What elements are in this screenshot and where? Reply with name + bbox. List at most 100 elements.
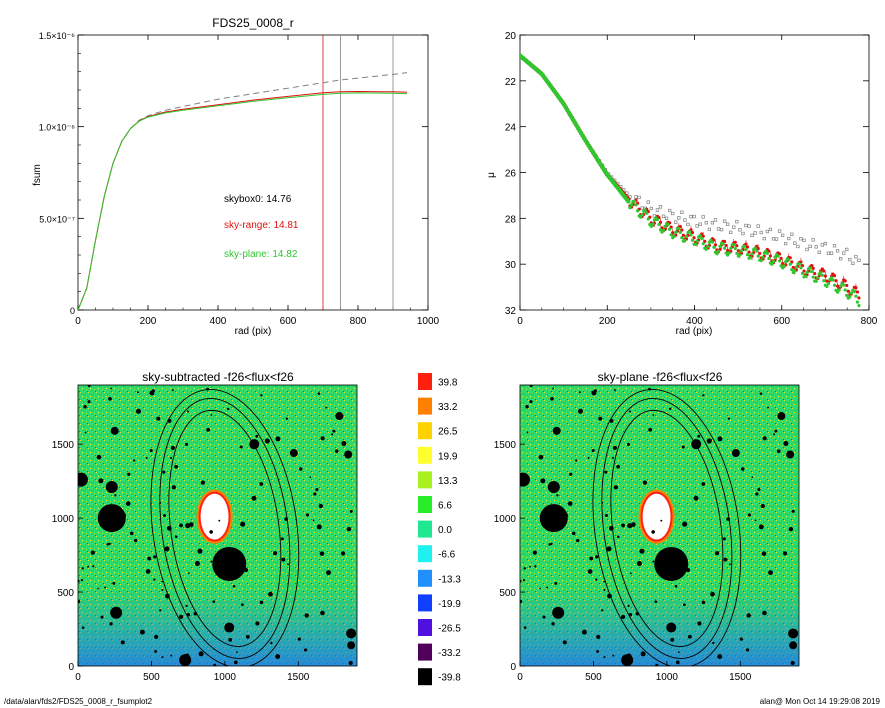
img1-faint-star <box>164 546 170 552</box>
img2-faint-star <box>747 513 751 517</box>
img1-faint-star <box>122 513 127 518</box>
img1-faint-star <box>234 557 238 561</box>
img1-faint-star <box>87 400 91 404</box>
plot2-point-skybox0 <box>817 250 821 254</box>
plot2-point-sky-plane <box>669 233 673 237</box>
plot2-point-sky-plane <box>666 222 670 227</box>
plot2-point-sky-range <box>823 274 827 278</box>
plot2-point-skybox0 <box>732 225 736 229</box>
plot2-point-skybox0 <box>829 251 834 255</box>
img2-faint-star <box>640 651 646 657</box>
plot2-point-sky-plane <box>716 249 721 253</box>
plot2-point-sky-plane <box>857 304 861 308</box>
img2-faint-star <box>715 551 720 556</box>
img2-faint-star <box>523 626 527 629</box>
img1-bright-star <box>347 641 356 650</box>
img2-faint-star <box>729 563 731 566</box>
plot2-point-sky-range <box>703 239 707 243</box>
img1-bright-star <box>224 622 235 633</box>
img2-faint-star <box>693 495 699 501</box>
img1-faint-star <box>313 492 317 496</box>
img2-faint-star <box>723 557 728 562</box>
plot2-point-sky-plane <box>706 244 710 249</box>
img2-faint-star <box>628 612 633 617</box>
plot2-point-sky-plane <box>646 217 650 221</box>
img2-bright-star <box>788 628 799 639</box>
plot2-point-sky-plane <box>849 291 853 295</box>
img2-faint-star <box>761 551 767 556</box>
img1-blue-region <box>78 585 357 666</box>
plot2-point-skybox0 <box>695 224 699 228</box>
plot2-point-sky-plane <box>732 243 736 247</box>
img1-faint-star <box>151 389 155 393</box>
img2-faint-star <box>538 454 544 460</box>
img2-faint-star <box>587 456 590 459</box>
plot2-point-sky-plane <box>744 247 748 252</box>
plot2-point-sky-range <box>846 289 850 293</box>
plot2-point-skybox0 <box>780 233 785 237</box>
plot2-point-sky-range <box>724 243 728 248</box>
img1-faint-star <box>281 557 286 562</box>
img2-bright-star <box>654 546 689 581</box>
img2-galaxy-core <box>642 493 671 540</box>
plot2-point-sky-range <box>854 286 858 290</box>
plot2-point-sky-plane <box>745 253 750 257</box>
img2-faint-star <box>655 663 659 666</box>
plot2-point-sky-range <box>692 236 696 240</box>
colorbar-label: 13.3 <box>438 476 458 487</box>
colorbar-label: 26.5 <box>438 427 458 438</box>
img1-faint-star <box>87 565 90 568</box>
plot2-point-skybox0 <box>842 251 846 255</box>
img1-xtick-label: 0 <box>75 672 81 683</box>
plot2-point-sky-plane <box>799 266 803 270</box>
img1-bright-star <box>105 481 118 494</box>
plot2-ylabel: μ <box>486 172 497 178</box>
plot2-point-sky-range <box>800 264 805 268</box>
img2-faint-star <box>562 640 567 645</box>
plot2-point-sky-plane <box>657 222 661 227</box>
plot2-point-skybox0 <box>667 208 672 213</box>
plot2-point-sky-plane <box>672 234 676 238</box>
plot2-point-skybox0 <box>756 224 760 228</box>
plot2-point-sky-range <box>747 250 751 254</box>
plot2-point-skybox0 <box>729 230 733 234</box>
plot2-point-skybox0 <box>808 244 812 249</box>
img1-faint-star <box>120 640 125 645</box>
img2-faint-star <box>683 603 686 607</box>
colorbar-swatch <box>418 569 432 587</box>
plot2-point-sky-plane <box>819 270 823 275</box>
img1-faint-star <box>341 551 346 556</box>
img2-faint-star <box>651 530 655 534</box>
colorbar-swatch <box>418 594 432 612</box>
img1-faint-star <box>299 467 303 471</box>
plot2-point-sky-plane <box>811 275 815 279</box>
img1-faint-star <box>233 660 238 665</box>
plot2-point-sky-plane <box>831 278 835 282</box>
img2-bright-star <box>547 481 560 494</box>
plot2-point-sky-plane <box>759 258 763 263</box>
plot2-point-sky-plane <box>808 266 812 270</box>
img2-ytick-label: 500 <box>499 588 516 599</box>
sky-subtracted-image-panel: sky-subtracted -f26<flux<f26 00 500 500 100… <box>52 370 358 683</box>
img1-faint-star <box>139 629 145 635</box>
plot2-point-sky-plane <box>632 199 637 203</box>
img1-ytick-label: 500 <box>57 588 74 599</box>
plot2-point-sky-plane <box>793 269 797 273</box>
plot2-point-sky-plane <box>794 265 798 269</box>
img1-faint-star <box>346 526 352 532</box>
surface-brightness-plot: 0 200 400 600 800 20 22 24 26 28 30 32 rad (pix) μ <box>486 31 878 337</box>
plot2-point-skybox0 <box>713 218 718 222</box>
plot2-point-sky-range <box>791 265 795 270</box>
plot2-point-sky-plane <box>842 283 846 287</box>
img1-faint-star <box>179 523 183 528</box>
img2-faint-star <box>529 400 533 404</box>
img1-faint-star <box>87 385 91 388</box>
img1-faint-star <box>259 482 264 486</box>
plot2-point-sky-plane <box>718 244 722 248</box>
img2-faint-star <box>668 407 672 411</box>
img2-faint-star <box>712 641 715 645</box>
plot2-point-sky-plane <box>655 217 660 222</box>
plot2-point-skybox0 <box>777 229 782 233</box>
img1-galaxy-core <box>200 493 229 540</box>
img1-faint-star <box>197 548 203 554</box>
